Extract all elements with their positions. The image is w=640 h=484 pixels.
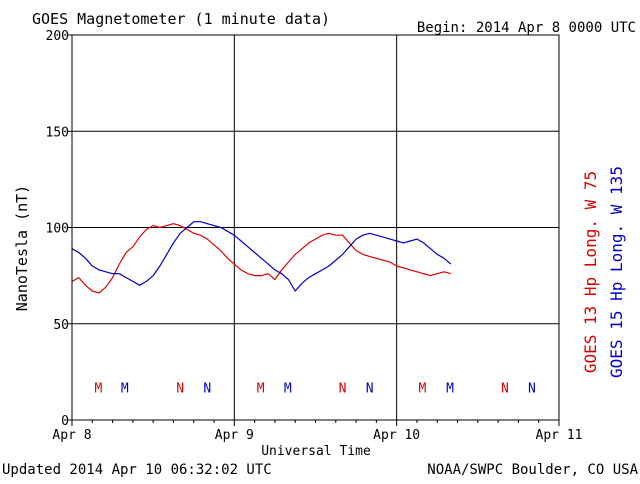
midnight-marker: M	[418, 381, 426, 396]
y-axis-label: NanoTesla (nT)	[13, 185, 31, 311]
x-axis-label: Universal Time	[261, 444, 371, 459]
midnight-marker: M	[284, 381, 292, 396]
chart-title: GOES Magnetometer (1 minute data)	[32, 10, 330, 28]
legend-goes15: GOES 15 Hp Long. W 135	[607, 166, 626, 378]
x-tick-label: Apr 10	[373, 428, 420, 443]
midnight-marker: M	[94, 381, 102, 396]
noon-marker: N	[203, 381, 211, 396]
x-tick-label: Apr 8	[52, 428, 91, 443]
grid-lines	[72, 35, 559, 420]
credit-text: NOAA/SWPC Boulder, CO USA	[427, 462, 638, 478]
noon-marker: N	[176, 381, 184, 396]
noon-marker: N	[501, 381, 509, 396]
series-goes15-line	[71, 221, 452, 292]
midnight-marker: M	[446, 381, 454, 396]
updated-timestamp: Updated 2014 Apr 10 06:32:02 UTC	[2, 462, 272, 478]
y-tick-label: 200	[46, 29, 69, 44]
y-tick-label: 50	[53, 318, 69, 333]
series-goes13-line	[71, 223, 451, 294]
begin-time: Begin: 2014 Apr 8 0000 UTC	[417, 20, 636, 36]
noon-marker: N	[528, 381, 536, 396]
y-tick-label: 100	[46, 222, 69, 237]
midnight-marker: M	[257, 381, 265, 396]
x-tick-label: Apr 9	[215, 428, 254, 443]
midnight-marker: M	[121, 381, 129, 396]
noon-marker: N	[339, 381, 347, 396]
axis-ticks: 0 50 100 150 200 Apr 8 Apr 9 Apr 10 Apr 11	[46, 29, 583, 443]
legend-goes13: GOES 13 Hp Long. W 75	[581, 171, 600, 373]
series-layer	[71, 221, 452, 294]
noon-marker: N	[366, 381, 374, 396]
y-tick-label: 150	[46, 125, 69, 140]
x-tick-label: Apr 11	[536, 428, 583, 443]
y-tick-label: 0	[61, 414, 69, 429]
